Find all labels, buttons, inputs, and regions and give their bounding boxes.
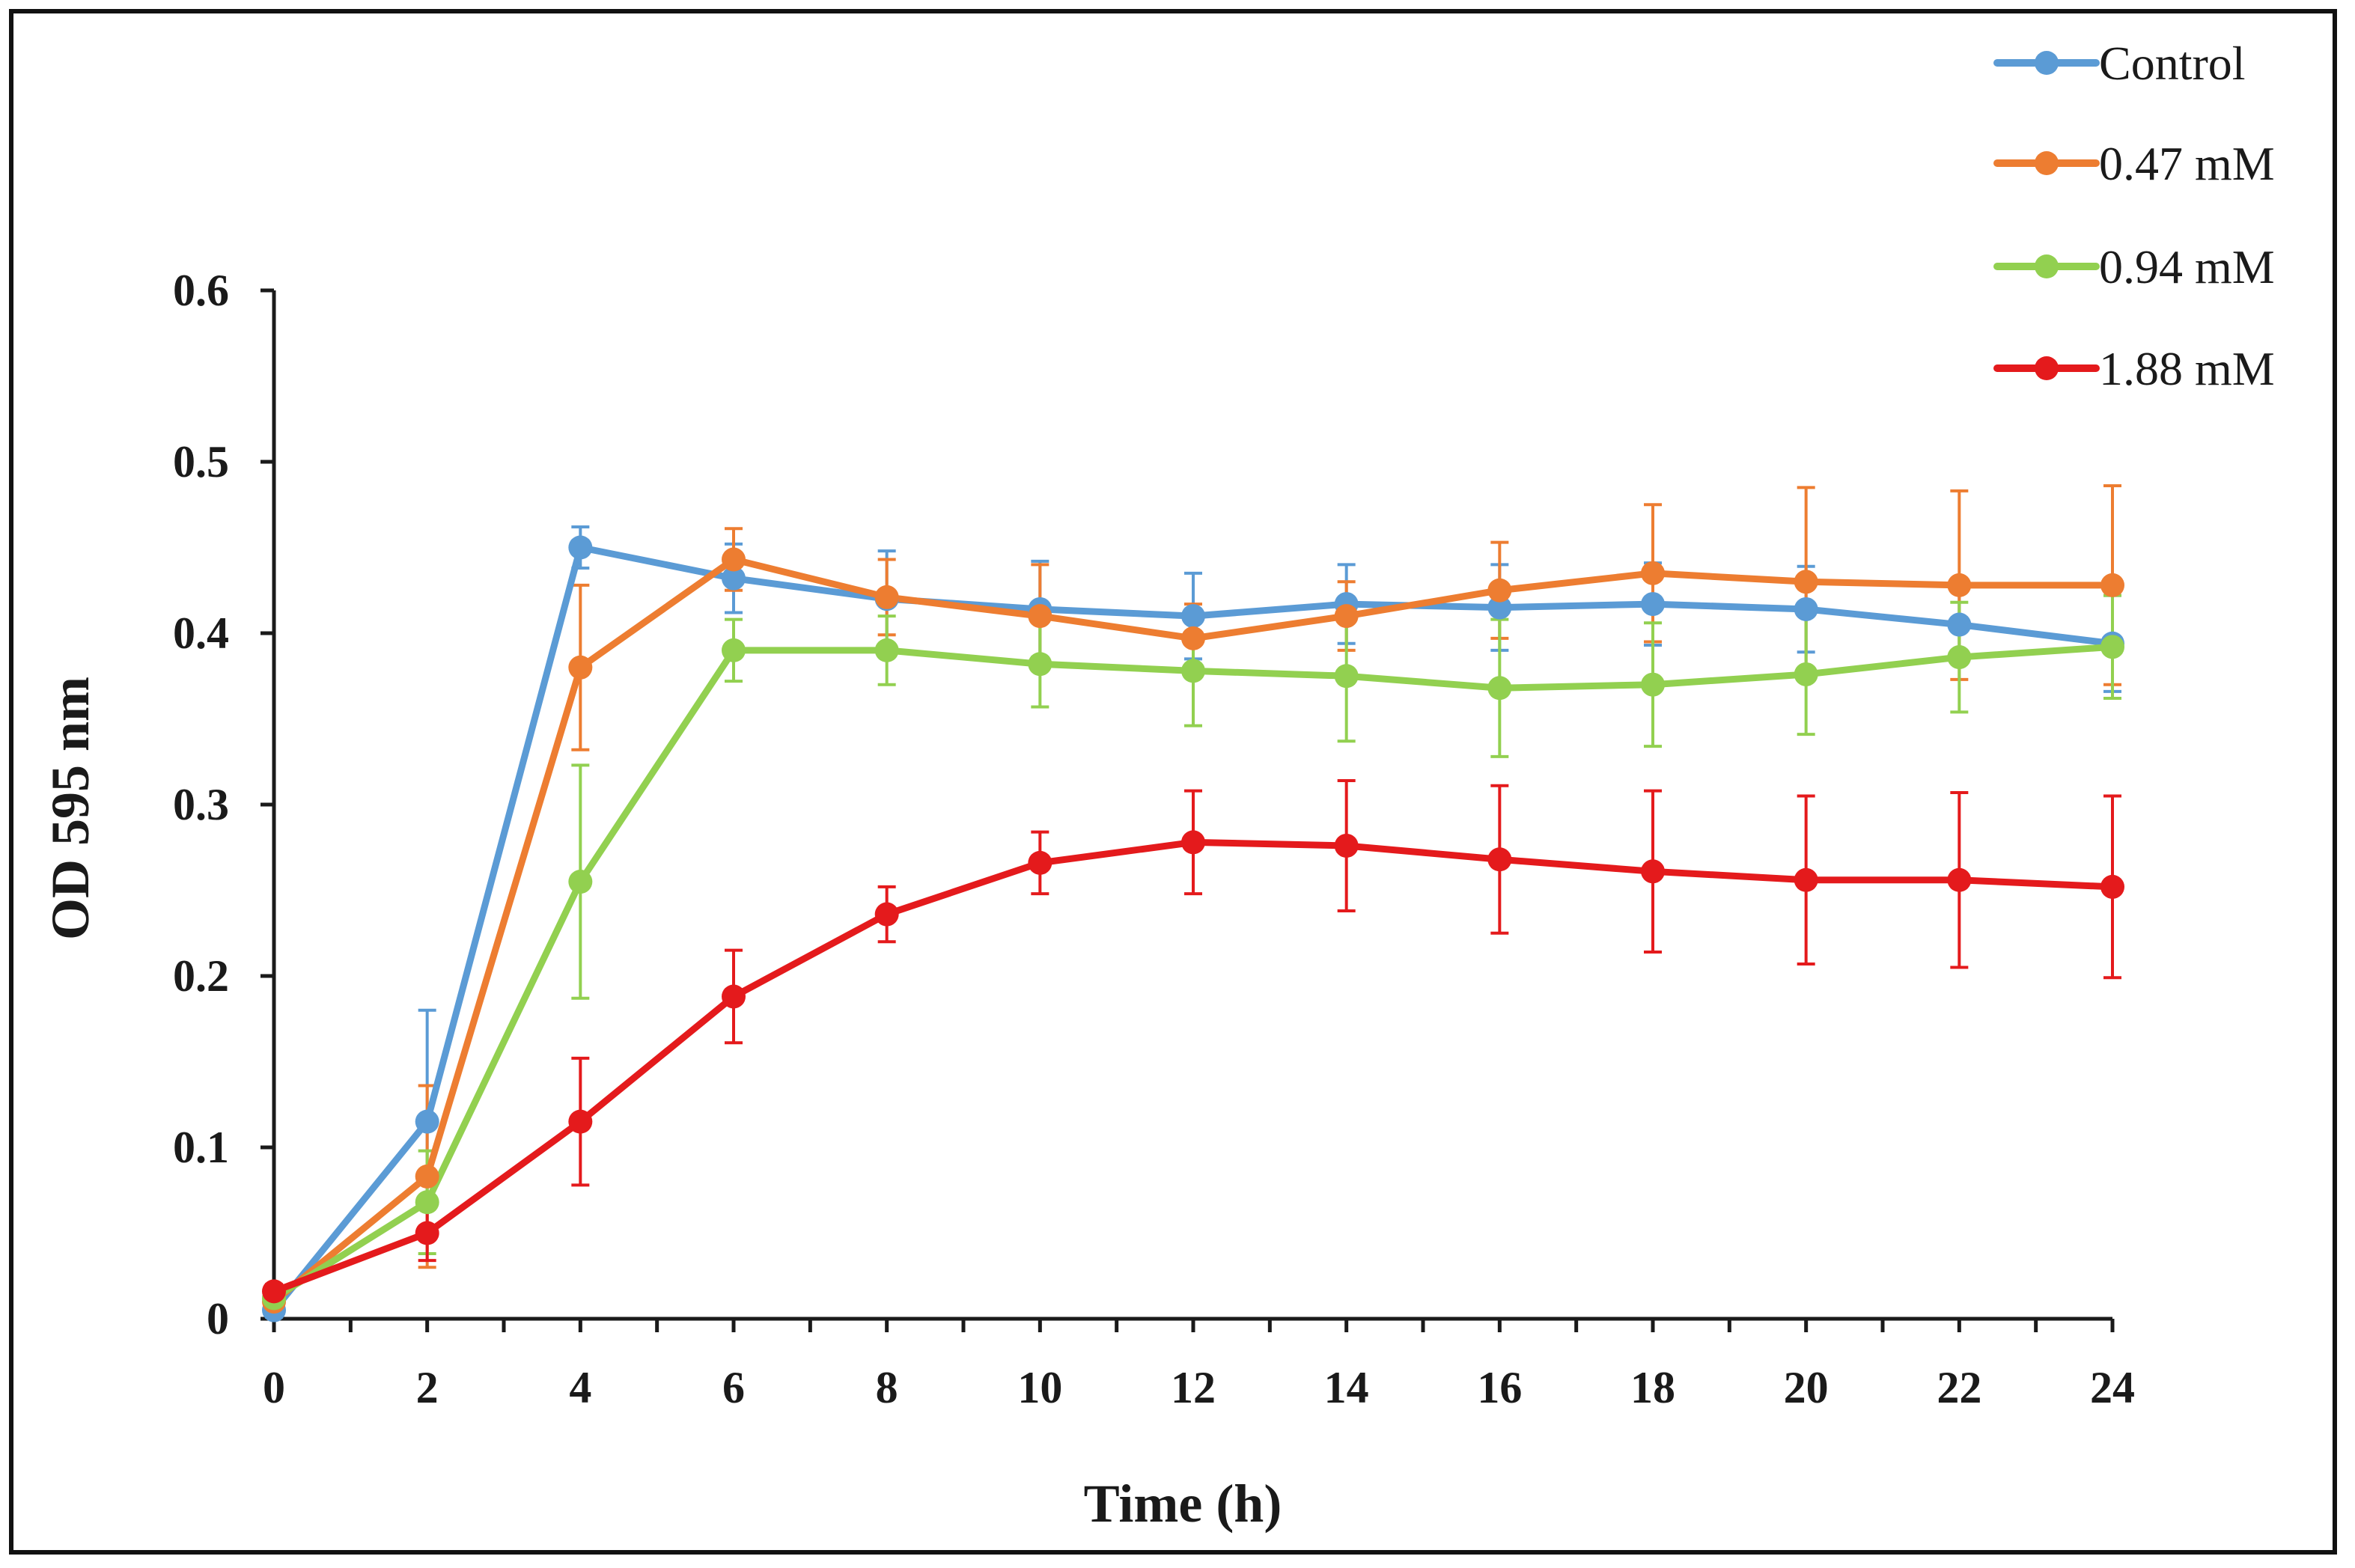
y-tick-label: 0.4 (173, 608, 229, 658)
x-tick-label: 22 (1937, 1363, 1981, 1412)
data-point-1-88-mm (722, 984, 746, 1009)
legend-label-0-94-mm: 0.94 mM (2099, 240, 2275, 293)
y-axis-title: OD 595 nm (40, 677, 100, 940)
data-point-0-47-mm (874, 585, 899, 609)
y-tick-label: 0.5 (173, 437, 229, 486)
data-point-0-94-mm (722, 638, 746, 662)
data-point-0-94-mm (1641, 672, 1665, 697)
axes: 00.10.20.30.40.50.60 2 4 6 8 10 12 14 16 18 20 22 24 (173, 266, 2135, 1412)
data-point-0-47-mm (1641, 561, 1665, 585)
x-tick-label: 24 (2090, 1363, 2135, 1412)
data-point-1-88-mm (1181, 830, 1205, 855)
series-markers (262, 535, 2124, 1323)
x-tick-label: 0 (263, 1363, 285, 1412)
data-point-1-88-mm (568, 1109, 593, 1134)
data-point-0-47-mm (722, 547, 746, 572)
data-point-1-88-mm (1334, 833, 1359, 858)
series-line-1-88-mm (270, 838, 2116, 1295)
y-tick-label: 0.3 (173, 780, 229, 829)
data-point-1-88-mm (2100, 874, 2124, 899)
data-point-0-94-mm (1334, 664, 1359, 689)
x-tick-label: 2 (416, 1363, 439, 1412)
data-point-0-94-mm (568, 870, 593, 894)
data-point-0-94-mm (1794, 662, 1818, 686)
y-tick-label: 0.2 (173, 951, 229, 1001)
data-point-0-47-mm (1028, 604, 1052, 629)
y-tick-label: 0.1 (173, 1123, 229, 1172)
data-point-1-88-mm (415, 1221, 439, 1245)
legend-marker-0-47-mm (2035, 151, 2059, 175)
legend-marker-0-94-mm (2035, 254, 2059, 278)
data-point-0-47-mm (1181, 626, 1205, 650)
data-point-control (1487, 595, 1512, 620)
y-tick-label: 0.6 (173, 266, 229, 315)
data-point-0-47-mm (1947, 573, 1972, 597)
data-point-0-47-mm (415, 1164, 439, 1189)
data-point-control (722, 566, 746, 591)
data-point-control (1181, 604, 1205, 629)
legend-marker-control (2035, 51, 2059, 75)
y-tick-label: 0 (207, 1294, 229, 1343)
data-point-0-94-mm (874, 638, 899, 662)
data-point-control (415, 1109, 439, 1134)
data-point-0-47-mm (2100, 573, 2124, 597)
data-point-control (1641, 592, 1665, 617)
x-axis-title: Time (h) (1084, 1474, 1282, 1534)
data-point-1-88-mm (1947, 867, 1972, 892)
data-point-0-94-mm (1028, 652, 1052, 677)
data-point-0-94-mm (1487, 676, 1512, 701)
data-point-1-88-mm (1487, 847, 1512, 872)
legend-label-1-88-mm: 1.88 mM (2099, 342, 2275, 395)
x-tick-label: 10 (1017, 1363, 1062, 1412)
data-point-0-47-mm (1334, 604, 1359, 629)
data-point-1-88-mm (1641, 859, 1665, 884)
x-tick-label: 14 (1324, 1363, 1369, 1412)
data-point-0-94-mm (2100, 635, 2124, 659)
data-point-1-88-mm (1028, 850, 1052, 875)
data-point-control (1794, 597, 1818, 621)
x-tick-label: 6 (722, 1363, 745, 1412)
x-tick-label: 16 (1477, 1363, 1522, 1412)
x-tick-label: 12 (1171, 1363, 1216, 1412)
x-tick-label: 20 (1784, 1363, 1829, 1412)
data-point-0-94-mm (1947, 645, 1972, 670)
data-point-1-88-mm (262, 1279, 286, 1304)
data-point-1-88-mm (874, 902, 899, 927)
x-tick-label: 8 (876, 1363, 898, 1412)
x-tick-label: 18 (1630, 1363, 1675, 1412)
data-point-control (1947, 612, 1972, 637)
legend-label-0-47-mm: 0.47 mM (2099, 137, 2275, 190)
legend: Control 0.47 mM 0.94 mM 1.88 mM (1993, 37, 2275, 395)
legend-label-control: Control (2099, 37, 2246, 90)
series-line-0-94-mm (270, 643, 2116, 1302)
data-point-0-47-mm (1794, 570, 1818, 594)
data-point-0-47-mm (568, 655, 593, 680)
x-tick-label: 4 (569, 1363, 591, 1412)
chart-frame (9, 9, 2337, 1555)
data-point-0-47-mm (1487, 578, 1512, 603)
data-point-control (568, 535, 593, 560)
legend-marker-1-88-mm (2035, 356, 2059, 380)
data-point-0-94-mm (415, 1190, 439, 1215)
data-point-1-88-mm (1794, 867, 1818, 892)
data-point-0-94-mm (1181, 659, 1205, 683)
